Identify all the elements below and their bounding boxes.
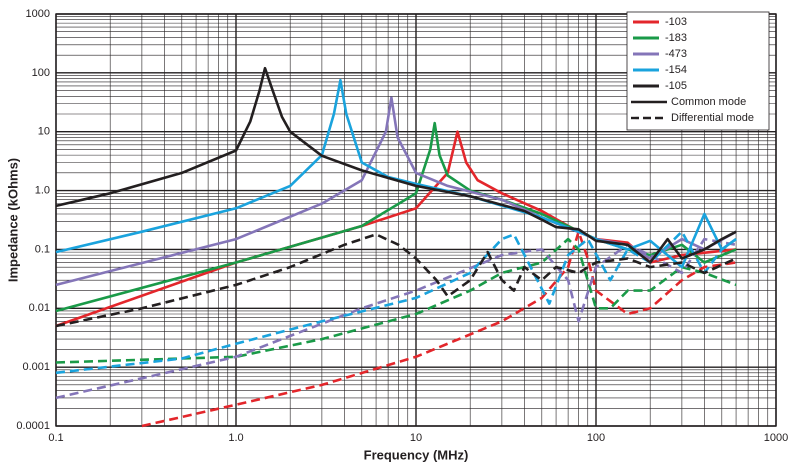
plot-frame [55, 13, 777, 427]
differential-line [55, 237, 737, 364]
legend-label: -183 [665, 32, 687, 44]
legend-label: -473 [665, 48, 687, 60]
common-line [55, 66, 737, 264]
legend-label: Differential mode [671, 112, 754, 124]
y-tick-label: 1000 [26, 8, 50, 20]
y-tick-label: 0.01 [29, 302, 50, 314]
differential-line [141, 230, 737, 428]
legend-label: -105 [665, 80, 687, 92]
x-tick-label: 100 [587, 432, 605, 444]
common-line [55, 96, 737, 287]
differential-line [55, 233, 737, 328]
common-line [55, 121, 737, 313]
differential-line [55, 237, 737, 400]
y-tick-label: 1.0 [35, 184, 50, 196]
legend-label: -103 [665, 16, 687, 28]
y-tick-label: 100 [32, 67, 50, 79]
y-tick-label: 0.001 [22, 361, 50, 373]
legend: -103 -183 -473 -154 -105 Common mode Different… [626, 11, 770, 131]
y-tick-label: 10 [38, 126, 50, 138]
legend-label: Common mode [671, 96, 746, 108]
y-tick-label: 0.1 [35, 243, 50, 255]
x-tick-label: 1.0 [228, 432, 243, 444]
x-tick-label: 10 [410, 432, 422, 444]
legend-label: -154 [665, 64, 687, 76]
common-line [55, 78, 737, 269]
y-tick-label: 0.0001 [16, 420, 50, 432]
x-axis-title: Frequency (MHz) [364, 447, 469, 462]
differential-line [55, 230, 737, 375]
y-axis-title: Impedance (kOhms) [5, 158, 20, 282]
x-tick-label: 0.1 [48, 432, 63, 444]
x-tick-label: 1000 [764, 432, 788, 444]
